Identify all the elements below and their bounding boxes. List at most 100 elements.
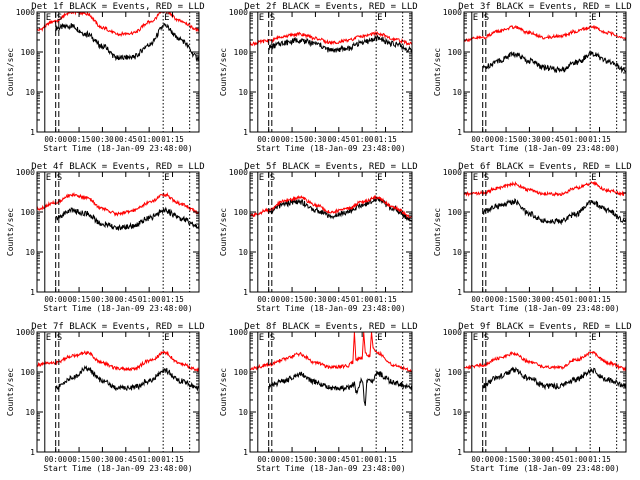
- x-axis-label: Start Time (18-Jan-09 23:48:00): [43, 464, 192, 473]
- y-tick-label: 1000: [229, 168, 248, 177]
- y-axis-label: Counts/sec: [219, 208, 228, 256]
- x-tick-label: 00:15: [281, 135, 304, 144]
- event-marker-label: E: [164, 13, 169, 23]
- x-tick-label: 00:45: [327, 295, 350, 304]
- event-marker-label: E: [259, 13, 264, 23]
- x-axis-label: Start Time (18-Jan-09 23:48:00): [470, 144, 619, 153]
- y-axis-label: Counts/sec: [433, 48, 442, 96]
- event-marker-label: E: [164, 173, 169, 183]
- y-tick-label: 1000: [16, 8, 35, 17]
- event-marker-label: E: [46, 173, 51, 183]
- y-tick-label: 100: [234, 368, 249, 377]
- y-tick-label: 1000: [16, 328, 35, 337]
- event-marker-label: E: [377, 13, 382, 23]
- event-marker-label: S: [270, 173, 275, 183]
- x-tick-label: 00:45: [327, 135, 350, 144]
- panel-title: Det 4f BLACK = Events, RED = LLD: [31, 162, 204, 172]
- y-tick-label: 1: [30, 128, 35, 137]
- x-tick-label: 00:15: [495, 135, 518, 144]
- y-tick-label: 100: [448, 48, 463, 57]
- x-tick-label: 00:45: [541, 295, 564, 304]
- event-marker-label: S: [484, 13, 489, 23]
- x-tick-label: 01:00: [351, 135, 374, 144]
- plot-frame: [249, 171, 413, 293]
- x-tick-label: 01:15: [161, 135, 184, 144]
- x-tick-label: 00:15: [495, 455, 518, 464]
- x-axis-label: Start Time (18-Jan-09 23:48:00): [256, 464, 405, 473]
- y-tick-label: 1: [457, 288, 462, 297]
- y-axis-label: Counts/sec: [219, 368, 228, 416]
- x-tick-label: 00:00: [471, 295, 494, 304]
- y-axis-label: Counts/sec: [433, 208, 442, 256]
- y-tick-label: 100: [21, 368, 36, 377]
- event-marker-label: E: [259, 173, 264, 183]
- event-marker-label: S: [484, 333, 489, 343]
- panel-title: Det 5f BLACK = Events, RED = LLD: [244, 162, 417, 172]
- panel-title: Det 8f BLACK = Events, RED = LLD: [244, 322, 417, 332]
- x-tick-label: 01:00: [565, 295, 588, 304]
- x-axis-label: Start Time (18-Jan-09 23:48:00): [470, 464, 619, 473]
- y-tick-label: 1: [457, 448, 462, 457]
- x-tick-label: 00:15: [68, 455, 91, 464]
- y-tick-label: 100: [21, 48, 36, 57]
- plot-frame: [36, 331, 200, 453]
- x-tick-label: 00:45: [541, 455, 564, 464]
- x-tick-label: 00:45: [327, 455, 350, 464]
- plot-frame: [463, 171, 627, 293]
- x-tick-label: 01:00: [138, 455, 161, 464]
- x-tick-label: 00:45: [114, 135, 137, 144]
- x-tick-label: 00:45: [114, 295, 137, 304]
- y-tick-label: 100: [448, 368, 463, 377]
- series-lld-line: [250, 332, 412, 373]
- event-marker-label: S: [57, 333, 62, 343]
- x-tick-label: 00:00: [44, 455, 67, 464]
- x-tick-label: 00:00: [44, 135, 67, 144]
- event-marker-label: S: [57, 173, 62, 183]
- x-tick-label: 01:15: [161, 295, 184, 304]
- y-tick-label: 1000: [16, 168, 35, 177]
- x-tick-label: 01:00: [351, 295, 374, 304]
- y-tick-label: 10: [25, 88, 35, 97]
- x-tick-label: 00:15: [281, 455, 304, 464]
- x-tick-label: 01:00: [565, 455, 588, 464]
- series-lld-line: [37, 191, 199, 217]
- y-tick-label: 10: [452, 248, 462, 257]
- x-tick-label: 01:15: [588, 455, 611, 464]
- y-tick-label: 1000: [229, 8, 248, 17]
- panel-title: Det 1f BLACK = Events, RED = LLD: [31, 2, 204, 12]
- event-marker-label: E: [259, 333, 264, 343]
- x-tick-label: 01:15: [161, 455, 184, 464]
- x-axis-label: Start Time (18-Jan-09 23:48:00): [43, 144, 192, 153]
- event-marker-label: S: [270, 333, 275, 343]
- x-tick-label: 00:15: [281, 295, 304, 304]
- x-tick-label: 00:15: [68, 295, 91, 304]
- x-tick-label: 00:30: [518, 135, 541, 144]
- y-tick-label: 1000: [443, 8, 462, 17]
- y-tick-label: 10: [238, 408, 248, 417]
- y-tick-label: 100: [234, 208, 249, 217]
- series-events-line: [268, 33, 412, 54]
- y-tick-label: 10: [238, 248, 248, 257]
- x-tick-label: 00:45: [114, 455, 137, 464]
- panel-title: Det 2f BLACK = Events, RED = LLD: [244, 2, 417, 12]
- series-events-line: [482, 50, 626, 74]
- x-tick-label: 00:30: [91, 455, 114, 464]
- event-marker-label: E: [473, 13, 478, 23]
- y-tick-label: 1: [243, 288, 248, 297]
- y-tick-label: 100: [21, 208, 36, 217]
- series-events-line: [268, 370, 412, 406]
- plot-frame: [463, 11, 627, 133]
- x-tick-label: 01:15: [588, 135, 611, 144]
- y-axis-label: Counts/sec: [433, 368, 442, 416]
- x-tick-label: 01:00: [351, 455, 374, 464]
- x-tick-label: 00:00: [257, 455, 280, 464]
- y-tick-label: 10: [452, 88, 462, 97]
- y-tick-label: 10: [238, 88, 248, 97]
- x-tick-label: 00:15: [495, 295, 518, 304]
